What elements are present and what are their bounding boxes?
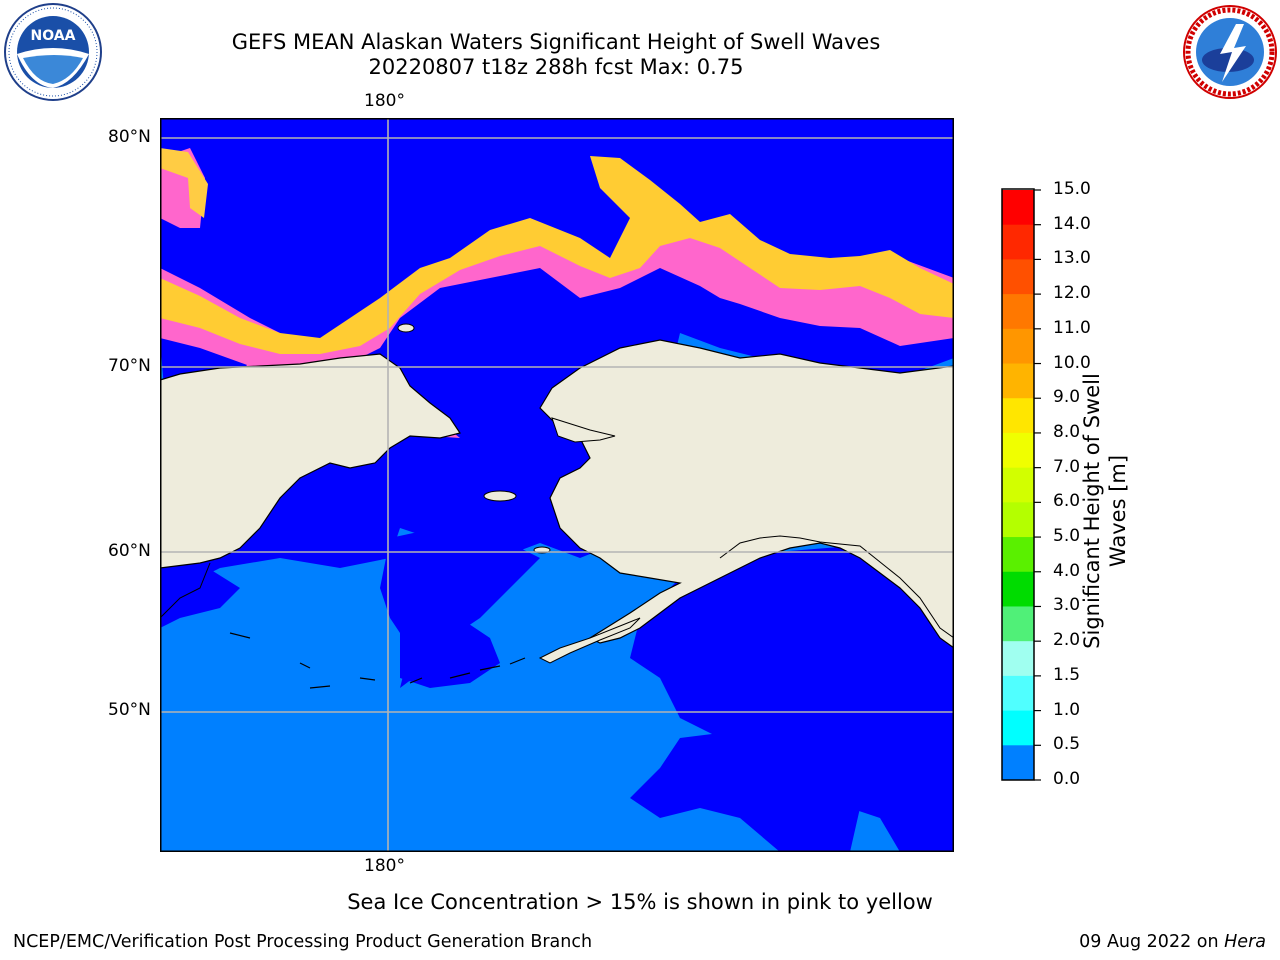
colorbar-cell bbox=[1002, 571, 1034, 607]
footer-host: Hera bbox=[1224, 932, 1266, 952]
colorbar-cell bbox=[1002, 537, 1034, 573]
colorbar-cell bbox=[1002, 710, 1034, 746]
colorbar-cell bbox=[1002, 398, 1034, 434]
colorbar-tick-label: 6.0 bbox=[1053, 491, 1081, 512]
colorbar-cell bbox=[1002, 606, 1034, 642]
map-frame bbox=[160, 118, 954, 852]
colorbar-cell bbox=[1002, 745, 1034, 781]
colorbar-tick-label: 5.0 bbox=[1053, 526, 1081, 547]
colorbar bbox=[1001, 188, 1041, 781]
colorbar-tick-label: 9.0 bbox=[1053, 387, 1081, 408]
colorbar-tick-label: 7.0 bbox=[1053, 456, 1081, 477]
colorbar-tick-label: 13.0 bbox=[1053, 248, 1091, 269]
chart-title: GEFS MEAN Alaskan Waters Significant Hei… bbox=[231, 30, 881, 54]
gridlines bbox=[160, 118, 954, 852]
caption: Sea Ice Concentration > 15% is shown in … bbox=[0, 890, 1280, 914]
footer-right: 09 Aug 2022 on Hera bbox=[1079, 932, 1266, 952]
colorbar-cell bbox=[1002, 259, 1034, 295]
colorbar-cell bbox=[1002, 190, 1034, 226]
lon-label-top: 180° bbox=[364, 91, 405, 111]
nws-logo bbox=[1183, 5, 1277, 99]
footer-left: NCEP/EMC/Verification Post Processing Pr… bbox=[13, 932, 593, 952]
colorbar-tick-label: 10.0 bbox=[1053, 352, 1091, 373]
colorbar-cell bbox=[1002, 675, 1034, 712]
sea-ice-yellow-arc bbox=[160, 156, 954, 354]
lat-label-60: 60°N bbox=[108, 541, 151, 561]
land-seward bbox=[551, 417, 616, 443]
colorbar-cell bbox=[1002, 467, 1034, 503]
land-chukotka bbox=[160, 353, 461, 569]
colorbar-tick-label: 1.5 bbox=[1053, 664, 1081, 685]
colorbar-label-line2: Waves [m] bbox=[1106, 454, 1130, 568]
lat-label-70: 70°N bbox=[108, 356, 151, 376]
lon-label-bottom: 180° bbox=[364, 856, 405, 876]
colorbar-cell bbox=[1002, 502, 1034, 538]
caption-text: Sea Ice Concentration > 15% is shown in … bbox=[347, 890, 933, 914]
colorbar-cell bbox=[1002, 363, 1034, 399]
colorbar-tick-label: 8.0 bbox=[1053, 421, 1081, 442]
colorbar-label: Significant Height of Swell Waves [m] bbox=[1079, 361, 1131, 661]
colorbar-tick-label: 11.0 bbox=[1053, 317, 1091, 338]
colorbar-cell bbox=[1002, 641, 1034, 677]
colorbar-cell bbox=[1002, 294, 1034, 330]
colorbar-tick-label: 0.5 bbox=[1053, 734, 1081, 755]
lat-label-50: 50°N bbox=[108, 700, 151, 720]
colorbar-tick-label: 3.0 bbox=[1053, 595, 1081, 616]
chart-subtitle: 20220807 t18z 288h fcst Max: 0.75 bbox=[368, 55, 744, 79]
colorbar-label-line1: Significant Height of Swell bbox=[1080, 373, 1104, 649]
colorbar-tick-label: 14.0 bbox=[1053, 213, 1091, 234]
svg-text:NOAA: NOAA bbox=[31, 28, 76, 44]
ocean-dark-blue-gulf bbox=[630, 538, 954, 852]
colorbar-cell bbox=[1002, 328, 1034, 365]
colorbar-cell bbox=[1002, 224, 1034, 260]
footer-date: 09 Aug 2022 on bbox=[1079, 932, 1225, 952]
colorbar-tick-label: 4.0 bbox=[1053, 560, 1081, 581]
colorbar-tick-label: 12.0 bbox=[1053, 283, 1091, 304]
colorbar-tick-label: 1.0 bbox=[1053, 699, 1081, 720]
ocean-dark-blue-west bbox=[160, 563, 240, 628]
ocean-dark-blue-aleutian-pocket bbox=[400, 618, 500, 688]
land-alaska-peninsula bbox=[538, 617, 641, 664]
noaa-logo: NOAA bbox=[4, 3, 102, 101]
colorbar-tick-label: 0.0 bbox=[1053, 769, 1081, 789]
colorbar-cell bbox=[1002, 432, 1034, 469]
colorbar-tick-label: 2.0 bbox=[1053, 630, 1081, 651]
map-panel bbox=[160, 118, 954, 852]
colorbar-tick-label: 15.0 bbox=[1053, 179, 1091, 199]
lat-label-80: 80°N bbox=[108, 127, 151, 147]
ocean-dark-blue-north bbox=[160, 118, 954, 588]
